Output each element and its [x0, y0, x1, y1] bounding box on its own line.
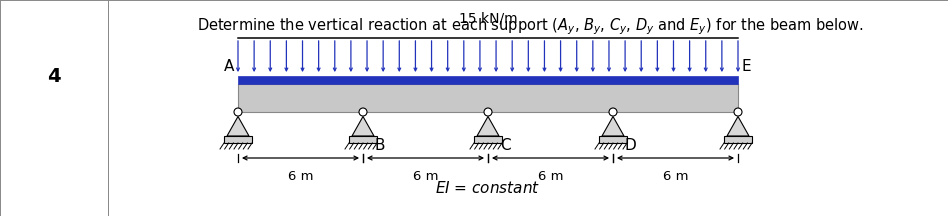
Text: A: A	[224, 59, 234, 74]
Text: 4: 4	[47, 67, 61, 86]
Text: B: B	[375, 138, 386, 153]
Text: Determine the vertical reaction at each support ($A_y$, $B_y$, $C_y$, $D_y$ and : Determine the vertical reaction at each …	[196, 16, 864, 37]
Text: 15 kN/m: 15 kN/m	[459, 12, 518, 26]
Circle shape	[734, 108, 742, 116]
Polygon shape	[602, 116, 624, 136]
Text: 6 m: 6 m	[288, 170, 313, 183]
Polygon shape	[227, 116, 249, 136]
Text: 6 m: 6 m	[538, 170, 563, 183]
Text: E: E	[742, 59, 752, 74]
Text: 6 m: 6 m	[663, 170, 688, 183]
Polygon shape	[477, 116, 499, 136]
Polygon shape	[727, 116, 749, 136]
Text: $EI$ = constant: $EI$ = constant	[435, 180, 540, 196]
Circle shape	[609, 108, 617, 116]
Polygon shape	[238, 84, 738, 112]
Polygon shape	[349, 136, 377, 143]
Polygon shape	[599, 136, 627, 143]
Text: D: D	[625, 138, 637, 153]
Polygon shape	[474, 136, 502, 143]
Text: C: C	[500, 138, 511, 153]
Circle shape	[359, 108, 367, 116]
Polygon shape	[352, 116, 374, 136]
Text: 6 m: 6 m	[412, 170, 438, 183]
Polygon shape	[724, 136, 752, 143]
Circle shape	[234, 108, 242, 116]
Polygon shape	[224, 136, 252, 143]
Polygon shape	[238, 76, 738, 84]
Circle shape	[484, 108, 492, 116]
